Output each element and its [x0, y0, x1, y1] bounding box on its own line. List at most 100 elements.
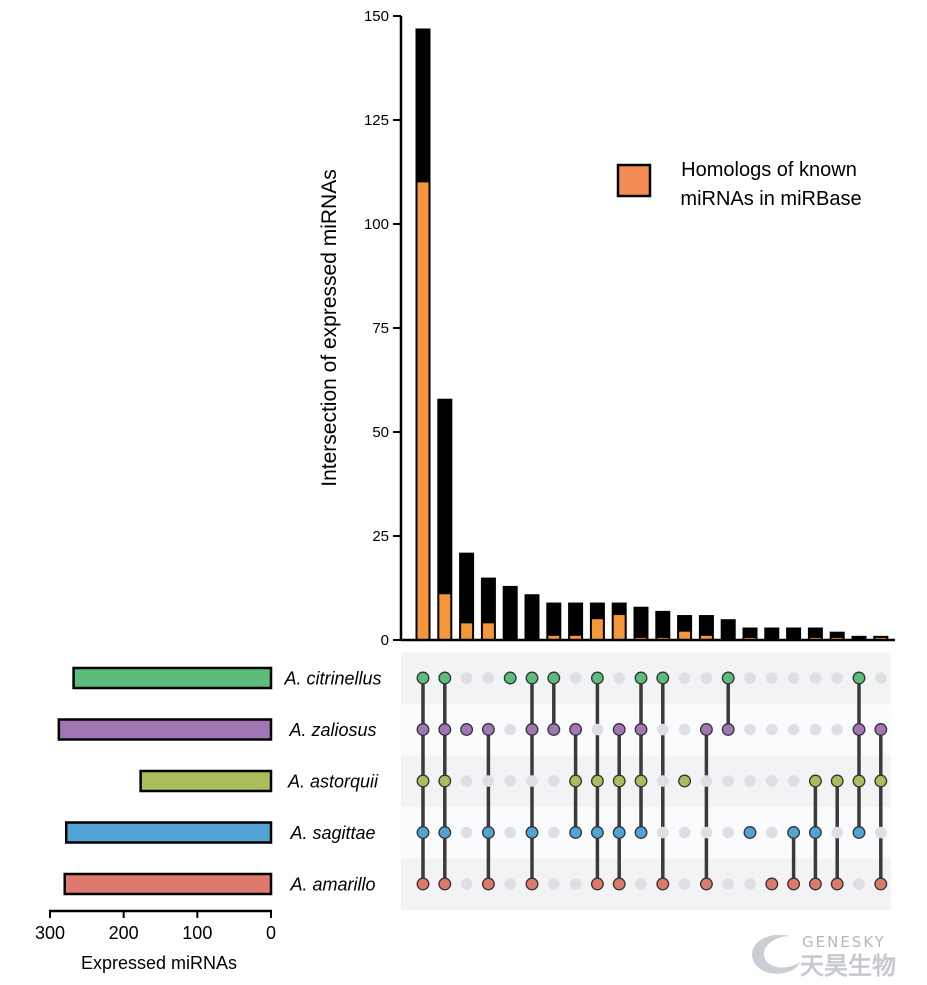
watermark-text-cn: 天昊生物 — [800, 952, 896, 980]
matrix-dot-filled — [612, 774, 626, 788]
matrix-dot-empty — [548, 826, 560, 839]
set-size-tick-label: 300 — [35, 923, 65, 943]
matrix-dot-empty — [831, 826, 843, 839]
matrix-dot-filled — [438, 826, 452, 839]
matrix-dot-empty — [744, 878, 756, 890]
matrix-dot-filled — [612, 723, 626, 736]
matrix-dot-empty — [787, 723, 800, 736]
matrix-dot-filled — [416, 774, 430, 788]
matrix-dot-empty — [482, 672, 495, 684]
homolog-bar — [548, 635, 560, 640]
matrix-dot-empty — [766, 672, 778, 684]
matrix-dot-empty — [722, 826, 734, 839]
intersection-bar — [437, 398, 453, 640]
matrix-dot-empty — [700, 775, 713, 787]
set-size-bars: A. citrinellus A. zaliosus A. astorquii A. … — [57, 666, 382, 896]
matrix-dot-empty — [460, 878, 473, 890]
set-name-label: A. sagittae — [289, 823, 375, 843]
matrix-dot-filled — [787, 826, 801, 839]
matrix-dot-filled — [547, 723, 561, 736]
matrix-dot-empty — [613, 672, 625, 684]
matrix-dot-filled — [852, 671, 866, 685]
matrix-dot-filled — [808, 826, 822, 839]
matrix-dot-empty — [787, 672, 800, 684]
matrix-dot-filled — [721, 671, 735, 685]
matrix-dot-filled — [787, 877, 801, 891]
matrix-dot-filled — [569, 723, 583, 736]
matrix-dot-filled — [830, 774, 844, 788]
matrix-dot-empty — [678, 878, 691, 890]
matrix-dot-filled — [634, 671, 648, 685]
matrix-dot-filled — [590, 774, 604, 788]
matrix-dot-filled — [874, 877, 888, 891]
set-size-axis: 300 200 100 0 — [35, 909, 276, 943]
watermark-text-en: GENESKY — [802, 933, 886, 951]
intersection-bar — [633, 606, 649, 640]
matrix-dot-filled — [438, 877, 452, 891]
intersection-bar — [720, 619, 736, 640]
matrix-dot-empty — [635, 878, 647, 890]
matrix-dot-empty — [504, 878, 516, 890]
matrix-dot-filled — [590, 671, 604, 685]
matrix-dot-filled — [765, 877, 779, 891]
matrix-dot-filled — [634, 723, 648, 736]
matrix-dot-empty — [809, 723, 822, 736]
intersection-matrix — [416, 671, 888, 891]
homolog-bar — [461, 623, 473, 640]
matrix-dot-empty — [504, 723, 516, 736]
watermark-logo: GENESKY 天昊生物 — [751, 933, 896, 980]
matrix-dot-empty — [569, 672, 582, 684]
homolog-bar — [613, 615, 625, 640]
matrix-dot-empty — [766, 826, 778, 839]
set-size-tick-label: 100 — [182, 923, 212, 943]
matrix-dot-empty — [460, 826, 473, 839]
matrix-dot-filled — [590, 826, 604, 839]
matrix-dot-empty — [678, 826, 691, 839]
matrix-dot-filled — [656, 877, 670, 891]
intersection-bar — [568, 602, 584, 640]
matrix-dot-filled — [656, 671, 670, 685]
matrix-dot-filled — [416, 671, 430, 685]
matrix-dot-filled — [481, 723, 495, 736]
y-tick-label: 75 — [372, 320, 389, 337]
matrix-dot-empty — [875, 672, 887, 684]
matrix-dot-filled — [438, 671, 452, 685]
homolog-bar — [700, 635, 712, 640]
matrix-dot-empty — [766, 775, 778, 787]
matrix-dot-empty — [744, 672, 756, 684]
set-name-label: A. astorquii — [287, 772, 379, 792]
matrix-dot-filled — [503, 671, 517, 685]
legend: Homologs of known miRNAs in miRBase — [616, 159, 862, 210]
set-size-tick-label: 200 — [109, 923, 139, 943]
matrix-dot-filled — [460, 723, 474, 736]
intersection-bar — [807, 627, 823, 640]
matrix-dot-empty — [700, 826, 713, 839]
legend-label-line1: Homologs of known — [681, 159, 857, 181]
matrix-dot-empty — [700, 672, 713, 684]
set-size-bar — [64, 821, 273, 844]
intersection-bar — [851, 635, 867, 640]
matrix-dot-filled — [612, 877, 626, 891]
matrix-dot-filled — [743, 826, 757, 839]
matrix-dot-filled — [416, 723, 430, 736]
homolog-bar — [591, 619, 603, 640]
y-tick-label: 25 — [372, 528, 389, 545]
homolog-bar — [417, 182, 429, 640]
homolog-bar — [570, 635, 582, 640]
matrix-dot-empty — [744, 723, 756, 736]
matrix-dot-filled — [830, 877, 844, 891]
intersection-bar — [786, 627, 802, 640]
matrix-dot-filled — [721, 723, 735, 736]
matrix-dot-filled — [416, 877, 430, 891]
matrix-dot-filled — [438, 774, 452, 788]
matrix-dot-filled — [569, 826, 583, 839]
matrix-dot-filled — [699, 723, 713, 736]
matrix-dot-empty — [657, 826, 669, 839]
matrix-dot-empty — [657, 723, 669, 736]
matrix-dot-empty — [766, 723, 778, 736]
intersection-bar — [459, 552, 475, 640]
matrix-dot-filled — [525, 826, 539, 839]
matrix-dot-empty — [744, 775, 756, 787]
intersection-bar — [829, 631, 845, 640]
set-size-bar — [57, 718, 273, 741]
